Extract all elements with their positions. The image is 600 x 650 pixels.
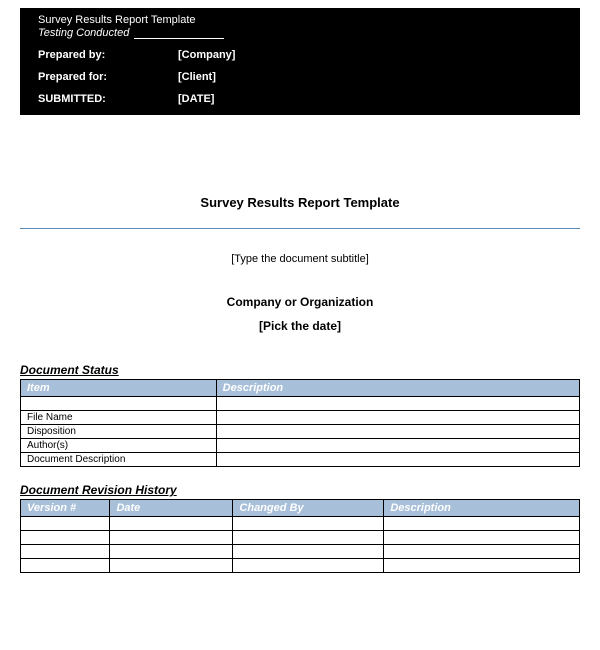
- header-value: [Client]: [178, 71, 216, 83]
- status-cell: [21, 397, 217, 411]
- header-label: Prepared by:: [38, 49, 178, 61]
- table-header-row: Version # Date Changed By Description: [21, 500, 580, 517]
- history-cell: [233, 517, 384, 531]
- header-value: [Company]: [178, 49, 235, 61]
- header-title: Survey Results Report Template: [38, 14, 562, 26]
- header-label: SUBMITTED:: [38, 93, 178, 105]
- history-table: Version # Date Changed By Description: [20, 499, 580, 573]
- history-cell: [21, 517, 110, 531]
- header-value: [DATE]: [178, 93, 214, 105]
- status-section-title: Document Status: [20, 363, 580, 377]
- header-row-prepared-for: Prepared for: [Client]: [38, 71, 562, 83]
- header-subtitle-text: Testing Conducted: [38, 27, 129, 39]
- status-col-item: Item: [21, 380, 217, 397]
- status-cell: [216, 397, 579, 411]
- table-row: [21, 545, 580, 559]
- history-cell: [384, 559, 580, 573]
- table-row: File Name: [21, 411, 580, 425]
- table-row: Document Description: [21, 453, 580, 467]
- underline: [134, 38, 224, 39]
- status-cell: [216, 411, 579, 425]
- header-row-submitted: SUBMITTED: [DATE]: [38, 93, 562, 105]
- table-row: Author(s): [21, 439, 580, 453]
- history-col-desc: Description: [384, 500, 580, 517]
- status-cell: File Name: [21, 411, 217, 425]
- status-table: Item Description File Name Disposition A…: [20, 379, 580, 467]
- history-cell: [384, 531, 580, 545]
- history-cell: [384, 517, 580, 531]
- history-cell: [233, 545, 384, 559]
- history-cell: [21, 545, 110, 559]
- table-row: [21, 397, 580, 411]
- history-cell: [21, 531, 110, 545]
- status-cell: Document Description: [21, 453, 217, 467]
- table-row: Disposition: [21, 425, 580, 439]
- history-cell: [233, 531, 384, 545]
- document-date: [Pick the date]: [20, 319, 580, 333]
- document-subtitle: [Type the document subtitle]: [20, 253, 580, 265]
- table-row: [21, 531, 580, 545]
- history-cell: [110, 531, 233, 545]
- history-cell: [110, 545, 233, 559]
- company-name: Company or Organization: [20, 295, 580, 309]
- header-row-prepared-by: Prepared by: [Company]: [38, 49, 562, 61]
- header-label: Prepared for:: [38, 71, 178, 83]
- status-col-desc: Description: [216, 380, 579, 397]
- status-cell: Author(s): [21, 439, 217, 453]
- history-cell: [110, 517, 233, 531]
- history-col-changed: Changed By: [233, 500, 384, 517]
- status-cell: [216, 453, 579, 467]
- table-header-row: Item Description: [21, 380, 580, 397]
- status-cell: [216, 425, 579, 439]
- history-section-title: Document Revision History: [20, 483, 580, 497]
- history-cell: [110, 559, 233, 573]
- divider: [20, 228, 580, 229]
- status-cell: Disposition: [21, 425, 217, 439]
- header-subtitle: Testing Conducted: [38, 27, 562, 39]
- main-title: Survey Results Report Template: [20, 195, 580, 210]
- status-cell: [216, 439, 579, 453]
- header-box: Survey Results Report Template Testing C…: [20, 8, 580, 115]
- table-row: [21, 517, 580, 531]
- history-cell: [21, 559, 110, 573]
- history-cell: [384, 545, 580, 559]
- history-cell: [233, 559, 384, 573]
- history-col-version: Version #: [21, 500, 110, 517]
- table-row: [21, 559, 580, 573]
- history-col-date: Date: [110, 500, 233, 517]
